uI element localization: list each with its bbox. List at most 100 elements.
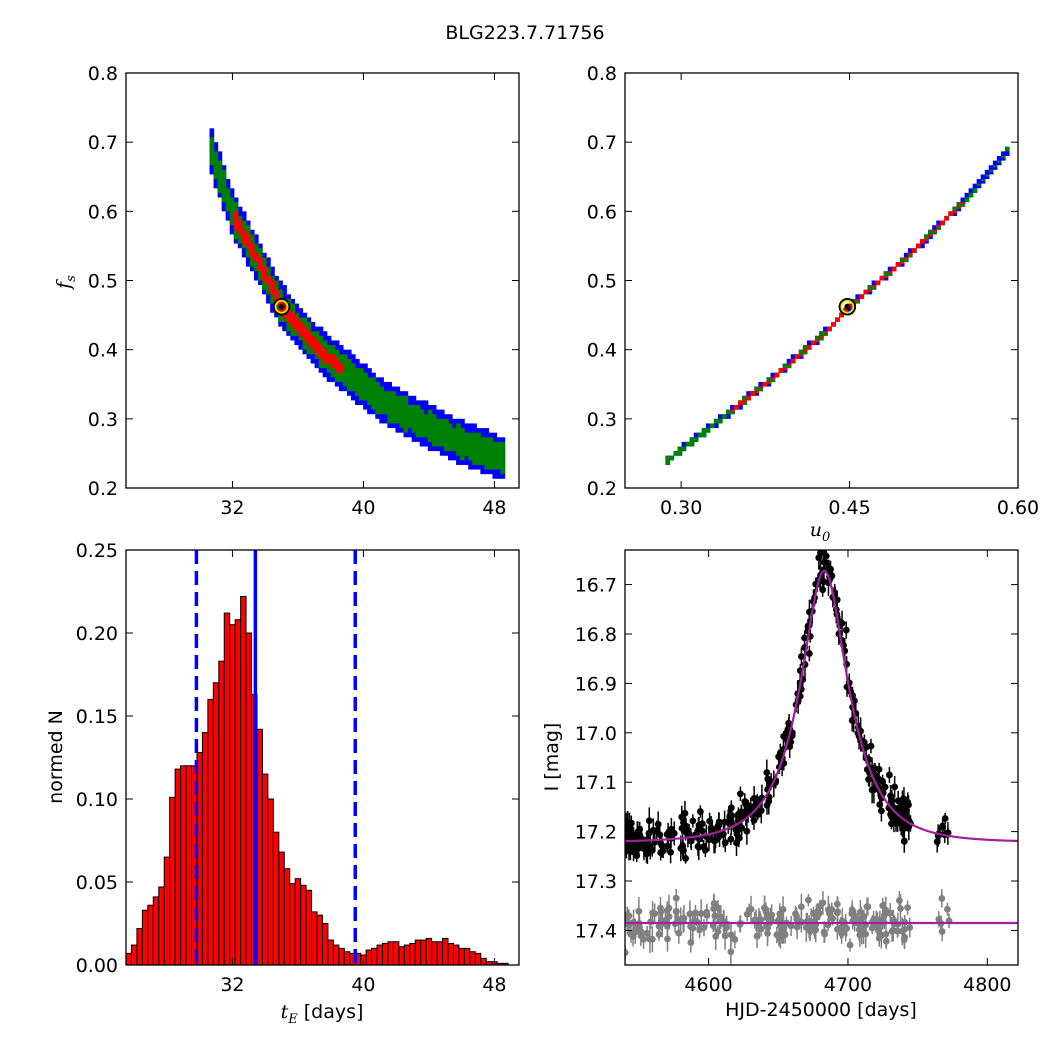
heatmap-cell: [871, 285, 877, 288]
data-point: [682, 828, 689, 836]
heatmap-cell: [863, 289, 869, 295]
heatmap-cell: [233, 211, 239, 230]
data-point: [890, 815, 898, 823]
histogram-bar: [452, 944, 460, 965]
heatmap-cell: [883, 271, 889, 276]
residual-point: [731, 936, 739, 943]
heatmap-cell: [754, 386, 759, 392]
residual-point: [664, 935, 671, 943]
heatmap-cell: [685, 441, 691, 447]
residual-point: [674, 916, 682, 923]
heatmap-cell: [887, 271, 893, 274]
y-axis-label-normed: normed N: [45, 710, 67, 804]
heatmap-cell: [435, 418, 441, 447]
residual-point: [846, 941, 854, 949]
residual-point: [727, 931, 735, 939]
heatmap-cell: [920, 239, 925, 244]
heatmap-cell: [726, 409, 731, 415]
data-point: [867, 742, 875, 750]
heatmap-cell: [855, 298, 861, 301]
heatmap-cell: [742, 400, 747, 403]
heatmap-cell: [867, 289, 873, 292]
heatmap-cell: [980, 174, 986, 184]
heatmap-cell: [363, 372, 368, 401]
heatmap-cell: [734, 405, 739, 410]
data-point: [895, 805, 902, 812]
heatmap-cell: [924, 234, 929, 239]
residual-point: [870, 916, 878, 924]
heatmap-cell: [448, 423, 453, 452]
heatmap-cell: [359, 368, 364, 401]
heatmap-cell: [379, 386, 384, 415]
heatmap-cell: [669, 455, 675, 461]
x-tick-label: 0.45: [828, 497, 870, 519]
label-subscript: s: [64, 275, 79, 282]
heatmap-cell: [387, 391, 393, 424]
histogram-bar: [126, 952, 132, 965]
heatmap-cell: [665, 455, 671, 465]
label-unit: [days]: [304, 1001, 364, 1023]
data-point: [664, 842, 671, 850]
heatmap-cell: [221, 169, 227, 203]
best-fit-point: [278, 303, 285, 310]
heatmap-cell: [681, 446, 687, 452]
residual-point: [858, 929, 866, 936]
heatmap-cell: [350, 363, 356, 392]
heatmap-cell: [697, 432, 703, 438]
lightcurve-lightcurve: [625, 550, 1018, 965]
heatmap-cell: [932, 229, 937, 232]
heatmap-cell: [689, 437, 695, 447]
data-point: [625, 818, 630, 826]
data-point: [743, 827, 751, 835]
residual-point: [761, 904, 768, 912]
residual-point: [821, 930, 829, 938]
heatmap-cell: [907, 252, 913, 255]
residual-point: [833, 909, 841, 917]
heatmap-cell: [798, 354, 804, 357]
data-point: [842, 626, 850, 634]
residual-point: [764, 924, 772, 931]
heatmap-cell: [411, 405, 417, 433]
heatmap-cell: [936, 225, 941, 228]
heatmap-cell: [754, 391, 759, 394]
heatmap-cell: [972, 188, 978, 193]
y-tick-label: 0.7: [587, 132, 617, 154]
residual-point: [636, 927, 644, 935]
heatmap-u0_fs: [665, 146, 1010, 465]
axes-lightcurve: 4600 4700 4800 16.7 16.8 16.9 17.0 17.1 17.2 17.3…: [575, 549, 1019, 996]
heatmap-cell: [956, 202, 962, 207]
histogram-bar: [327, 939, 334, 965]
histogram-bar: [256, 728, 263, 965]
heatmap-cell: [952, 211, 958, 214]
heatmap-cell: [758, 386, 764, 392]
heatmap-cell: [709, 423, 715, 429]
best-fit-outer: [272, 298, 291, 316]
histogram-bar: [431, 941, 438, 965]
heatmap-cell: [258, 257, 263, 272]
best-fit-ring: [274, 299, 289, 314]
heatmap-cell: [762, 381, 768, 387]
heatmap-cell: [823, 326, 828, 336]
heatmap-cell: [891, 266, 897, 272]
data-point: [681, 809, 689, 817]
data-point: [727, 835, 735, 843]
best-fit-ring: [840, 299, 855, 314]
histogram-bar: [469, 951, 476, 965]
heatmap-cell: [814, 335, 820, 341]
axes-tE_hist: 32 40 48 0.00 0.05 0.10 0.15 0.20 0.25: [76, 540, 520, 996]
heatmap-cell: [770, 377, 776, 380]
heatmap-cell: [302, 326, 308, 341]
histogram-bar: [343, 951, 351, 965]
y-tick-label: 0.6: [88, 201, 118, 223]
heatmap-tE_fs: [209, 128, 506, 479]
heatmap-cell: [831, 322, 836, 327]
histogram-bar: [420, 939, 427, 965]
residual-point: [686, 910, 694, 918]
residual-point: [629, 932, 637, 940]
heatmap-cell: [968, 192, 974, 198]
heatmap-cell: [452, 428, 457, 452]
data-point: [714, 821, 722, 829]
data-point: [878, 807, 885, 815]
plot-frame: [125, 72, 520, 489]
heatmap-cell: [988, 169, 994, 172]
